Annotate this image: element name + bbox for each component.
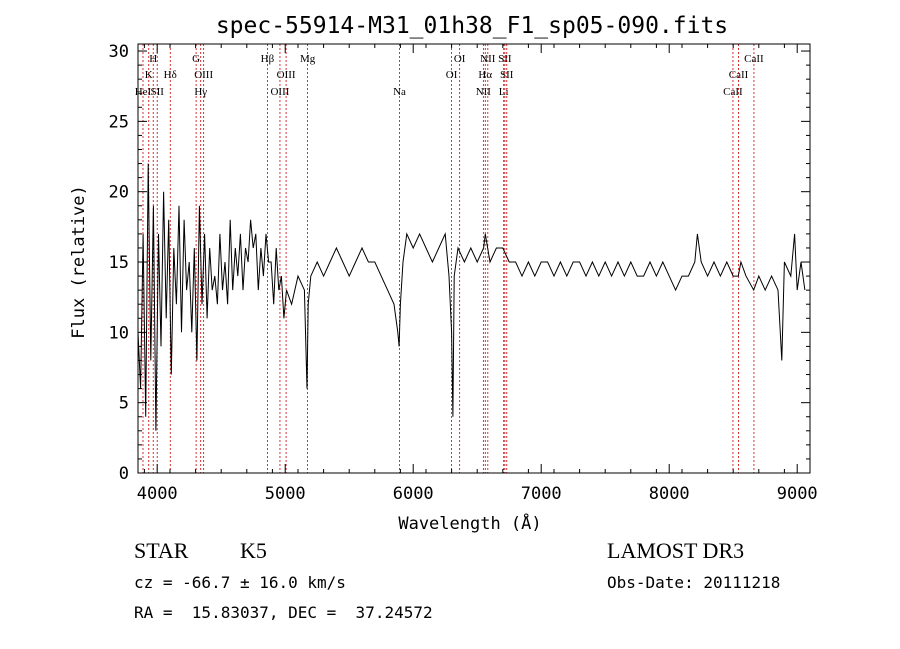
y-tick-label: 20 xyxy=(109,183,129,203)
coordinates: RA = 15.83037, DEC = 37.24572 xyxy=(134,603,433,622)
line-marker-label: CaII xyxy=(729,69,749,81)
line-marker-label: OIII xyxy=(270,86,289,98)
line-marker-label: Hδ xyxy=(164,69,177,81)
line-marker-label: HeI xyxy=(135,86,152,98)
observation-date: Obs-Date: 20111218 xyxy=(607,573,781,592)
line-marker-label: K xyxy=(145,69,153,81)
line-marker-label: OIII xyxy=(194,69,213,81)
object-subclass: K5 xyxy=(240,538,267,563)
line-marker-label: OI xyxy=(446,69,458,81)
x-axis: 4000 5000 6000 7000 8000 9000 xyxy=(137,44,818,504)
line-marker-label: Hβ xyxy=(261,53,275,65)
line-marker-label: OI xyxy=(454,53,466,65)
y-tick-label: 0 xyxy=(119,464,129,484)
line-marker-label: H xyxy=(149,53,157,65)
x-tick-label: 9000 xyxy=(777,484,818,504)
line-marker-label: NII xyxy=(476,86,492,98)
line-marker-label: OIII xyxy=(277,69,296,81)
line-marker-label: Na xyxy=(393,86,406,98)
y-tick-label: 10 xyxy=(109,323,129,343)
line-marker-label: Li xyxy=(499,86,509,98)
x-tick-label: 7000 xyxy=(521,484,562,504)
line-marker-label: SII xyxy=(500,69,514,81)
y-tick-label: 5 xyxy=(119,394,129,414)
line-marker-label: Hα xyxy=(478,69,492,81)
y-tick-label: 25 xyxy=(109,112,129,132)
y-tick-label: 30 xyxy=(109,42,129,62)
plot-frame xyxy=(137,43,811,474)
chart-title: spec-55914-M31_01h38_F1_sp05-090.fits xyxy=(216,13,728,39)
x-tick-label: 5000 xyxy=(265,484,306,504)
y-axis: 0 5 10 15 20 25 30 xyxy=(109,42,810,484)
line-marker-label: Hγ xyxy=(194,86,207,98)
object-type: STAR xyxy=(134,538,189,563)
line-marker-label: G xyxy=(192,53,200,65)
y-tick-label: 15 xyxy=(109,253,129,273)
spectrum-line xyxy=(137,163,806,431)
x-tick-label: 6000 xyxy=(393,484,434,504)
line-marker-label: CaII xyxy=(744,53,764,65)
line-marker-label: NII xyxy=(480,53,496,65)
y-axis-label: Flux (relative) xyxy=(69,185,89,339)
x-tick-label: 4000 xyxy=(137,484,178,504)
line-marker-label: SII xyxy=(150,86,164,98)
line-marker-label: Mg xyxy=(300,53,316,65)
survey-name: LAMOST DR3 xyxy=(607,538,745,563)
line-marker-label: CaII xyxy=(723,86,743,98)
redshift-velocity: cz = -66.7 ± 16.0 km/s xyxy=(134,573,346,592)
x-axis-label: Wavelength (Å) xyxy=(398,512,541,534)
line-marker-label: SII xyxy=(498,53,512,65)
x-tick-label: 8000 xyxy=(649,484,690,504)
